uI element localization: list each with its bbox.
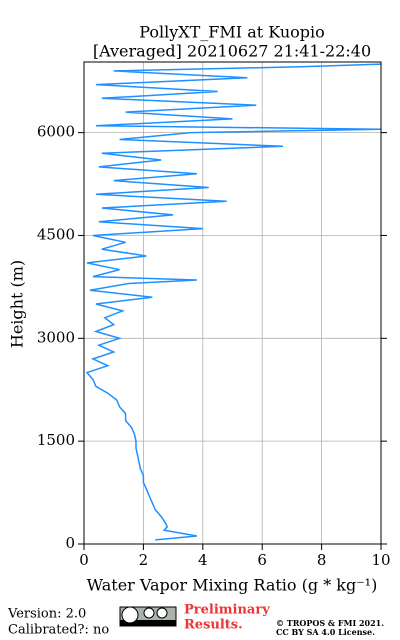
version: Version: 2.0	[7, 607, 86, 622]
calibrated: Calibrated?: no	[8, 623, 109, 638]
preliminary: Preliminary	[184, 603, 270, 618]
x-axis-label: Water Vapor Mixing Ratio (g * kg⁻¹)	[87, 576, 378, 595]
chart-subtitle: [Averaged] 20210627 21:41-22:40	[93, 42, 371, 61]
chart-title: PollyXT_FMI at Kuopio	[139, 23, 325, 42]
x-tick-label: 8	[317, 551, 327, 569]
license: CC BY SA 4.0 License.	[276, 627, 375, 637]
profile-line	[85, 63, 382, 541]
x-tick-label: 0	[79, 551, 89, 569]
y-tick-label: 3000	[37, 328, 75, 346]
y-tick-label: 4500	[37, 225, 75, 243]
cc-logo	[119, 606, 177, 627]
y-axis-label: Height (m)	[8, 260, 27, 348]
y-tick-label: 1500	[37, 431, 75, 449]
x-tick-label: 2	[139, 551, 149, 569]
x-tick-label: 10	[371, 551, 390, 569]
y-tick-label: 0	[65, 534, 75, 552]
x-tick-label: 4	[198, 551, 208, 569]
copyright: © TROPOS & FMI 2021.	[276, 618, 384, 628]
plot-frame	[83, 61, 382, 545]
results: Results.	[184, 618, 243, 633]
x-tick-label: 6	[257, 551, 267, 569]
y-tick-label: 6000	[37, 123, 75, 141]
